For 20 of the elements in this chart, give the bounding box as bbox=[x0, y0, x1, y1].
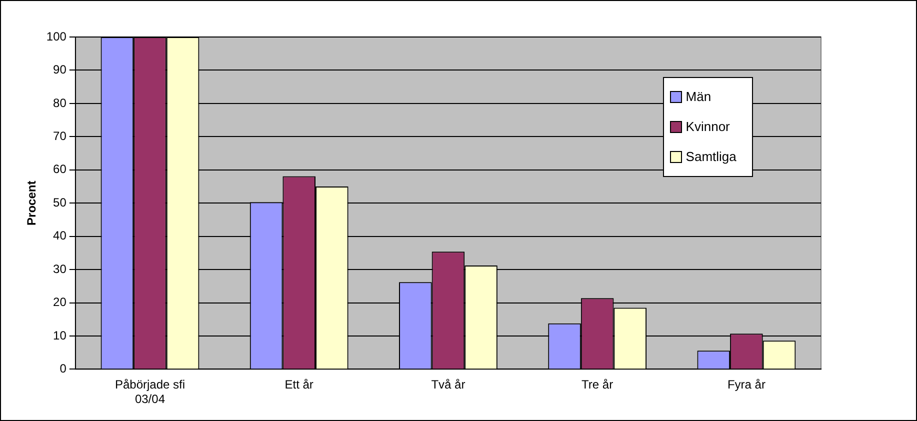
y-tick-label: 90 bbox=[53, 62, 67, 77]
legend-label: Män bbox=[686, 89, 712, 104]
legend-label: Kvinnor bbox=[686, 119, 730, 134]
legend-label: Samtliga bbox=[686, 149, 736, 164]
x-tick-label: Fyra år bbox=[727, 378, 766, 392]
y-tick-label: 40 bbox=[53, 228, 67, 243]
x-tick-label: Ett år bbox=[284, 378, 314, 392]
y-tick-label: 80 bbox=[53, 96, 67, 110]
y-tick-label: 20 bbox=[53, 295, 67, 310]
y-tick-label: 50 bbox=[53, 195, 67, 210]
y-axis-title: Procent bbox=[24, 180, 39, 226]
y-tick-label: 70 bbox=[53, 128, 67, 143]
y-tick-label: 100 bbox=[46, 29, 67, 44]
y-tick-label: 30 bbox=[53, 262, 67, 276]
x-tick-label: Tre år bbox=[582, 378, 614, 392]
y-tick-label: 10 bbox=[53, 328, 67, 342]
x-tick-label: Påbörjade sfi 03/04 bbox=[114, 378, 186, 406]
x-tick-label: Två år bbox=[431, 378, 466, 392]
y-tick-label: 60 bbox=[53, 162, 67, 176]
y-tick-label: 0 bbox=[60, 362, 67, 376]
